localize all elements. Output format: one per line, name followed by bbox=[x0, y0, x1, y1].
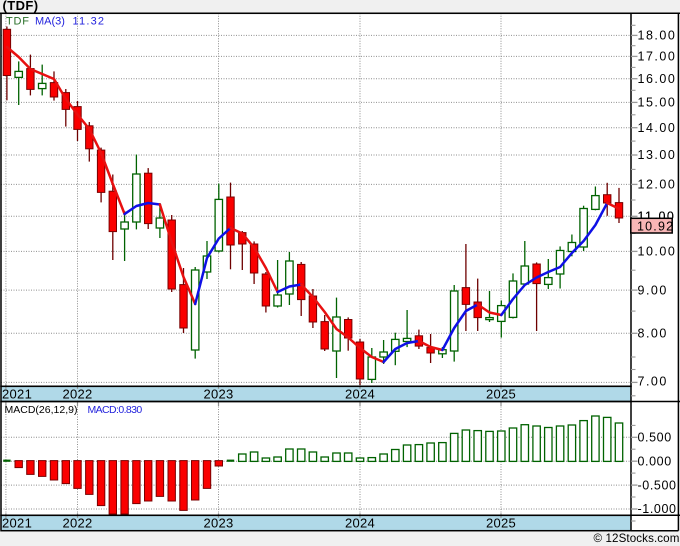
svg-text:2024: 2024 bbox=[345, 515, 375, 530]
svg-text:© 12Stocks.com: © 12Stocks.com bbox=[594, 532, 680, 545]
svg-text:9.00: 9.00 bbox=[638, 283, 668, 297]
svg-text:16.00: 16.00 bbox=[638, 72, 677, 86]
svg-text:12.00: 12.00 bbox=[638, 178, 677, 192]
svg-text:-1.000: -1.000 bbox=[638, 502, 677, 516]
svg-text:MACD(26,12,9): MACD(26,12,9) bbox=[5, 404, 78, 416]
svg-text:2023: 2023 bbox=[203, 386, 233, 401]
svg-text:11.32: 11.32 bbox=[73, 16, 106, 28]
svg-text:17.00: 17.00 bbox=[638, 50, 677, 64]
svg-text:TDF: TDF bbox=[6, 16, 30, 28]
svg-text:MACD:0.830: MACD:0.830 bbox=[88, 404, 143, 416]
svg-text:15.00: 15.00 bbox=[638, 96, 677, 110]
svg-text:MA(3): MA(3) bbox=[35, 16, 65, 28]
svg-text:2023: 2023 bbox=[203, 515, 233, 530]
svg-text:2025: 2025 bbox=[486, 515, 516, 530]
svg-text:0.000: 0.000 bbox=[638, 454, 672, 468]
svg-text:10.00: 10.00 bbox=[638, 245, 677, 259]
svg-text:2024: 2024 bbox=[345, 386, 375, 401]
svg-text:2021: 2021 bbox=[2, 386, 32, 401]
svg-text:7.00: 7.00 bbox=[638, 374, 668, 388]
svg-text:2021: 2021 bbox=[2, 515, 32, 530]
svg-text:14.00: 14.00 bbox=[638, 121, 677, 135]
svg-text:10.92: 10.92 bbox=[637, 219, 674, 233]
svg-text:2025: 2025 bbox=[486, 386, 516, 401]
svg-text:(TDF): (TDF) bbox=[3, 0, 39, 13]
svg-text:0.500: 0.500 bbox=[638, 431, 672, 445]
svg-text:2022: 2022 bbox=[62, 515, 92, 530]
svg-text:13.00: 13.00 bbox=[638, 148, 677, 162]
svg-text:-0.500: -0.500 bbox=[638, 478, 677, 492]
svg-text:8.00: 8.00 bbox=[638, 327, 668, 341]
svg-text:2022: 2022 bbox=[62, 386, 92, 401]
svg-text:18.00: 18.00 bbox=[638, 29, 677, 43]
